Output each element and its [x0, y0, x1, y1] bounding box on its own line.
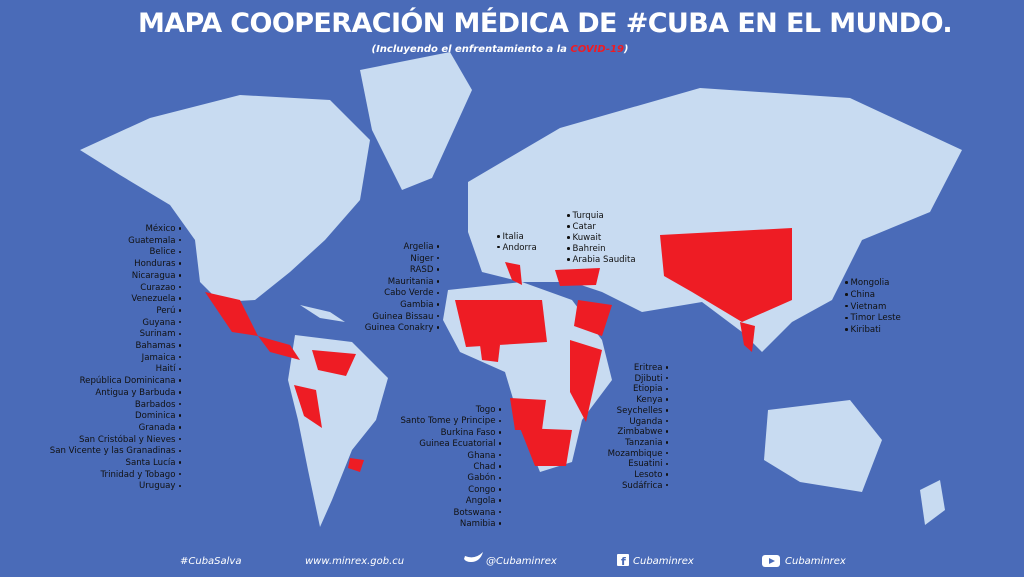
country-label: Barbados [135, 400, 184, 411]
country-label: Guinea Conakry [365, 323, 442, 334]
country-label: Congo [468, 485, 504, 496]
country-label: Seychelles [617, 406, 671, 417]
country-label: Mongolia [842, 278, 890, 289]
country-label: Catar [564, 222, 596, 233]
country-label: Timor Leste [842, 313, 901, 324]
country-label: Granada [139, 423, 184, 434]
country-label: Gabón [467, 473, 504, 484]
country-label: China [842, 290, 876, 301]
country-label: Santo Tome y Principe [400, 416, 504, 427]
country-label: Cabo Verde [384, 288, 442, 299]
cooperation-countries [205, 228, 792, 472]
country-label: Sudáfrica [622, 481, 671, 492]
country-label: México [145, 224, 184, 235]
country-label: Guinea Bissau [372, 312, 442, 323]
country-label: Dominica [135, 411, 184, 422]
country-label: República Dominicana [80, 376, 184, 387]
country-label: Honduras [134, 259, 184, 270]
country-label: Mozambique [608, 449, 671, 460]
country-label: Mauritania [388, 277, 442, 288]
country-label: Nicaragua [132, 271, 184, 282]
country-label: Gambia [400, 300, 442, 311]
country-label: Haití [156, 364, 184, 375]
country-label: Italia [494, 232, 524, 243]
country-label: Trinidad y Tobago [101, 470, 184, 481]
country-label: San Vicente y las Granadinas [50, 446, 184, 457]
country-label: Guyana [142, 318, 184, 329]
country-label: Kenya [636, 395, 671, 406]
country-label: RASD [410, 265, 442, 276]
country-label: Botswana [453, 508, 504, 519]
country-label: Guinea Ecuatorial [419, 439, 504, 450]
youtube[interactable]: Cubaminrex [785, 556, 846, 567]
subtitle-highlight: COVID-19 [570, 44, 624, 55]
country-label: Argelia [403, 242, 442, 253]
country-label: Guatemala [128, 236, 184, 247]
subtitle: (Incluyendo el enfrentamiento a la COVID… [0, 44, 1000, 55]
country-label: Zimbabwe [617, 427, 671, 438]
country-label: Etiopia [633, 384, 671, 395]
country-label: Uganda [629, 417, 671, 428]
subtitle-text: ) [623, 44, 629, 55]
country-label: Bahrein [564, 244, 606, 255]
country-label: Chad [473, 462, 504, 473]
country-label: Arabia Saudita [564, 255, 636, 266]
land [80, 52, 962, 527]
hashtag: #CubaSalva [180, 556, 242, 567]
country-label: Ghana [467, 451, 504, 462]
country-label: Curazao [140, 283, 184, 294]
website[interactable]: www.minrex.gob.cu [305, 556, 405, 567]
country-label: Turquia [564, 211, 604, 222]
country-label: Perú [156, 306, 184, 317]
country-label: Bahamas [136, 341, 185, 352]
country-label: Tanzania [625, 438, 671, 449]
subtitle-text: (Incluyendo el enfrentamiento a la [371, 44, 571, 55]
country-label: Santa Lucía [126, 458, 185, 469]
country-label: Venezuela [131, 294, 184, 305]
country-label: Jamaica [142, 353, 184, 364]
country-label: Niger [410, 254, 442, 265]
country-label: Eritrea [634, 363, 671, 374]
country-label: Namibia [460, 519, 504, 530]
svg-text:f: f [621, 555, 626, 568]
country-label: Lesoto [634, 470, 671, 481]
country-label: Kiribati [842, 325, 881, 336]
country-label: Burkina Faso [441, 428, 504, 439]
country-label: Togo [476, 405, 504, 416]
country-label: Uruguay [139, 481, 184, 492]
country-label: Vietnam [842, 302, 887, 313]
country-label: Kuwait [564, 233, 602, 244]
country-label: Belice [150, 247, 184, 258]
country-label: Andorra [494, 243, 537, 254]
country-label: Antigua y Barbuda [95, 388, 184, 399]
twitter[interactable]: @Cubaminrex [486, 556, 557, 567]
country-label: Surinam [140, 329, 184, 340]
country-label: Esuatini [628, 459, 671, 470]
country-label: Djibuti [634, 374, 671, 385]
country-label: San Cristóbal y Nieves [79, 435, 184, 446]
title: MAPA COOPERACIÓN MÉDICA DE #CUBA EN EL M… [137, 8, 953, 39]
footer-icons: f [464, 552, 780, 568]
facebook[interactable]: Cubaminrex [633, 556, 694, 567]
country-label: Angola [466, 496, 504, 507]
